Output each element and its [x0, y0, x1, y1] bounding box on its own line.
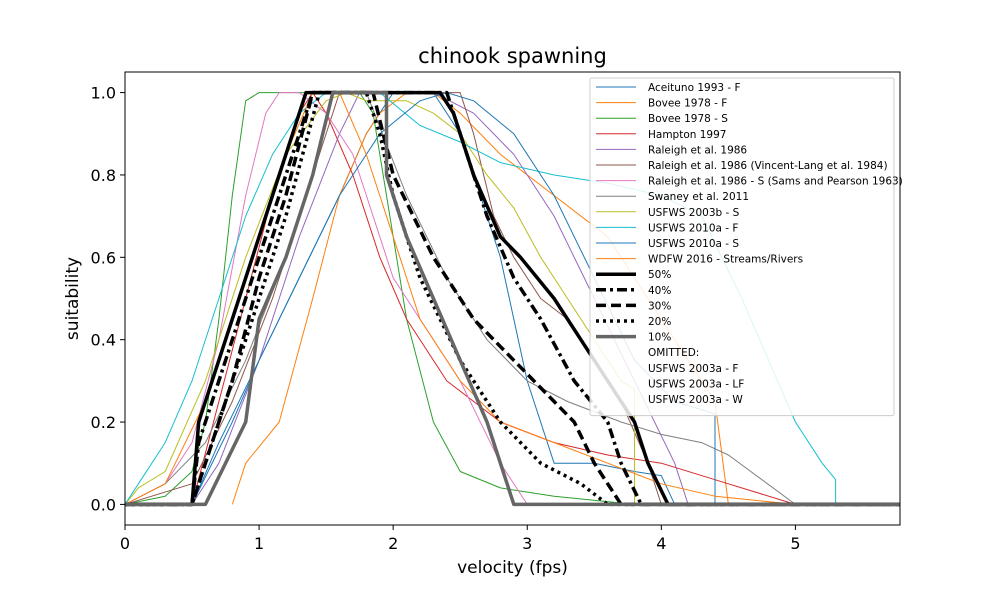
x-tick-label: 5 — [790, 534, 800, 553]
legend-entry: Swaney et al. 2011 — [648, 191, 749, 203]
legend-entry: Bovee 1978 - F — [648, 98, 727, 110]
legend-omitted-item: USFWS 2003a - LF — [648, 378, 744, 390]
x-tick-label: 4 — [656, 534, 666, 553]
chart-title: chinook spawning — [418, 44, 607, 68]
series-line-13 — [125, 90, 900, 507]
plot-lines — [124, 90, 900, 507]
y-tick-label: 0.0 — [91, 495, 116, 514]
legend-entry: USFWS 2003b - S — [648, 207, 740, 219]
series-line-4 — [191, 92, 900, 505]
legend-entry: Hampton 1997 — [648, 129, 726, 141]
x-tick-label: 0 — [120, 534, 130, 553]
series-line-15 — [125, 90, 900, 507]
legend-box — [589, 77, 895, 417]
plot-frame — [124, 71, 901, 526]
legend-entry: Aceituno 1993 - F — [648, 82, 741, 94]
legend-omitted-item: USFWS 2003a - F — [648, 363, 738, 375]
legend-entry: Raleigh et al. 1986 — [648, 144, 747, 156]
y-axis-label: suitability — [63, 257, 83, 340]
legend-entry: 10% — [648, 332, 671, 344]
x-axis: 0 1 2 3 4 5 — [120, 525, 801, 553]
legend-omitted-item: USFWS 2003a - W — [648, 394, 743, 406]
legend-entry: USFWS 2010a - S — [648, 238, 739, 250]
legend-entry: Raleigh et al. 1986 (Vincent-Lang et al.… — [648, 160, 888, 172]
legend-omitted-title: OMITTED: — [648, 347, 699, 359]
x-tick-label: 3 — [522, 534, 532, 553]
legend-entry: 40% — [648, 285, 671, 297]
x-tick-label: 2 — [388, 534, 398, 553]
legend-entry: WDFW 2016 - Streams/Rivers — [648, 254, 803, 266]
legend-entry: 20% — [648, 316, 671, 328]
series-line-16 — [125, 90, 900, 507]
y-tick-label: 0.8 — [91, 166, 116, 185]
y-tick-label: 1.0 — [91, 84, 116, 103]
legend-entry: 30% — [648, 300, 671, 312]
x-tick-label: 1 — [254, 534, 264, 553]
x-axis-label: velocity (fps) — [457, 558, 568, 578]
legend-entry: USFWS 2010a - F — [648, 222, 738, 234]
legend-entry: Bovee 1978 - S — [648, 113, 728, 125]
legend: Aceituno 1993 - F Bovee 1978 - F Bovee 197… — [589, 77, 903, 417]
legend-entry: Raleigh et al. 1986 - S (Sams and Pearso… — [648, 176, 903, 188]
y-tick-label: 0.6 — [91, 248, 116, 267]
y-axis: 0.0 0.2 0.4 0.6 0.8 1.0 — [91, 84, 125, 514]
series-line-5 — [124, 92, 900, 505]
y-tick-label: 0.4 — [91, 331, 116, 350]
legend-entry: 50% — [648, 269, 671, 281]
y-tick-label: 0.2 — [91, 413, 116, 432]
series-line-9 — [124, 92, 900, 505]
